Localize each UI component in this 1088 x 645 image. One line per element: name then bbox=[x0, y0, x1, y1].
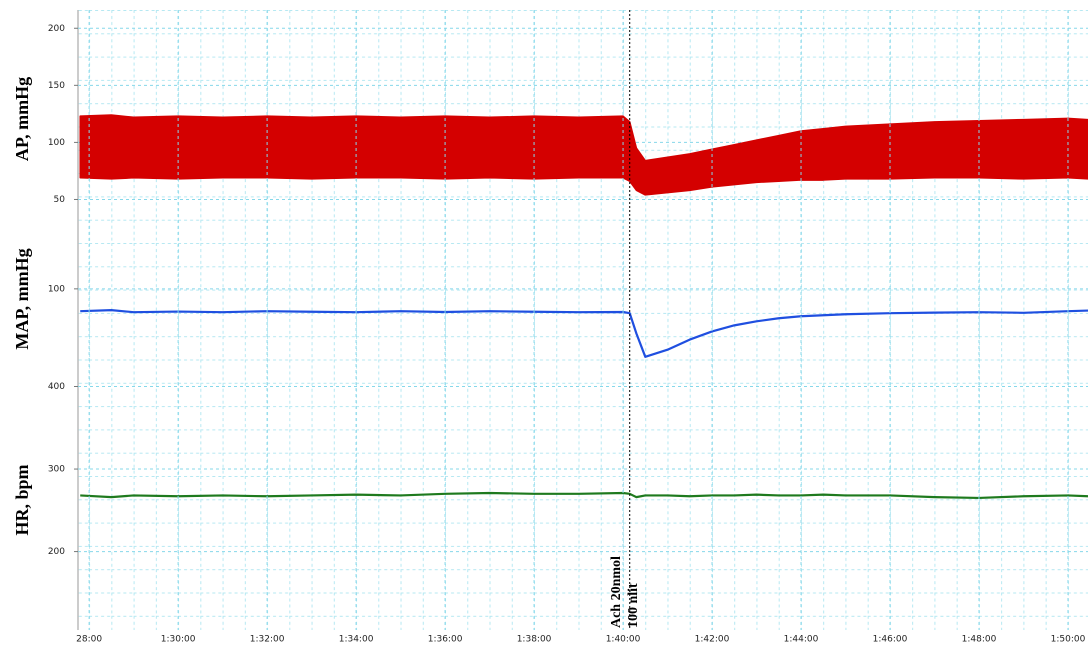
y-tick-label: 100 bbox=[48, 284, 65, 294]
x-tick-label: 1:30:00 bbox=[161, 635, 196, 645]
y-tick-label: 400 bbox=[48, 382, 65, 392]
x-tick-label: 1:38:00 bbox=[517, 635, 552, 645]
x-tick-label: 28:00 bbox=[76, 635, 102, 645]
trace bbox=[80, 309, 1088, 358]
x-tick-label: 1:36:00 bbox=[428, 635, 463, 645]
x-tick-label: 1:42:00 bbox=[695, 635, 730, 645]
x-tick-label: 1:44:00 bbox=[784, 635, 819, 645]
trace bbox=[80, 491, 1088, 500]
event-label: Ach 20nmol bbox=[609, 556, 624, 628]
x-tick-label: 1:32:00 bbox=[250, 635, 285, 645]
y-axis-label: HR, bpm bbox=[12, 464, 32, 535]
y-axis-label: MAP, mmHg bbox=[12, 248, 32, 349]
event-label: 100 nlit bbox=[626, 583, 641, 628]
x-tick-label: 1:40:00 bbox=[606, 635, 641, 645]
y-tick-label: 50 bbox=[54, 195, 66, 205]
x-tick-label: 1:46:00 bbox=[873, 635, 908, 645]
plot-background bbox=[78, 10, 1088, 630]
y-axis-label: AP, mmHg bbox=[12, 77, 32, 161]
y-tick-label: 200 bbox=[48, 24, 65, 34]
x-tick-label: 1:34:00 bbox=[339, 635, 374, 645]
pressure-band bbox=[79, 114, 1088, 196]
x-tick-label: 1:48:00 bbox=[962, 635, 997, 645]
y-tick-label: 100 bbox=[48, 138, 65, 148]
y-tick-label: 150 bbox=[48, 81, 65, 91]
y-tick-label: 300 bbox=[48, 465, 65, 475]
x-tick-label: 1:50:00 bbox=[1051, 635, 1086, 645]
y-tick-label: 200 bbox=[48, 547, 65, 557]
